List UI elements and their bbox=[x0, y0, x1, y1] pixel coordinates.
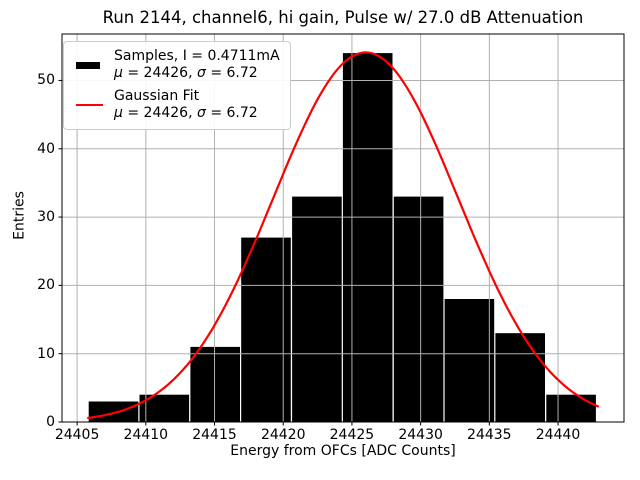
legend: Samples, I = 0.4711mA μ = 24426, σ = 6.7… bbox=[63, 41, 291, 130]
samples-label: Samples, I = 0.4711mA bbox=[114, 48, 280, 64]
gaussian-legend-text: Gaussian Fit μ = 24426, σ = 6.72 bbox=[114, 88, 258, 122]
legend-entry-samples: Samples, I = 0.4711mA μ = 24426, σ = 6.7… bbox=[72, 48, 282, 82]
histogram-bar bbox=[393, 196, 444, 422]
samples-stats: μ = 24426, σ = 6.72 bbox=[114, 65, 258, 81]
axes-frame bbox=[61, 33, 625, 423]
gaussian-swatch-column bbox=[72, 103, 114, 107]
samples-swatch-column bbox=[72, 61, 114, 69]
x-tick-label: 24425 bbox=[329, 427, 375, 443]
x-tick-label: 24440 bbox=[535, 427, 581, 443]
y-tick-label: 20 bbox=[37, 277, 55, 294]
gaussian-fit-line bbox=[86, 51, 600, 420]
histogram-bar bbox=[190, 346, 240, 422]
gaussian-fit-red-line-icon bbox=[76, 103, 103, 107]
x-tick-label: 24410 bbox=[123, 427, 169, 443]
gaussian-fit-stats: μ = 24426, σ = 6.72 bbox=[114, 105, 258, 121]
y-tick-label: 50 bbox=[37, 72, 55, 89]
x-tick-label: 24405 bbox=[54, 427, 100, 443]
y-tick-label: 10 bbox=[37, 345, 55, 362]
x-tick-label: 24435 bbox=[467, 427, 512, 443]
histogram-bar bbox=[342, 53, 393, 422]
x-tick-label: 24430 bbox=[398, 427, 443, 443]
histogram-bar bbox=[546, 394, 596, 422]
histogram-bar bbox=[241, 237, 291, 422]
samples-legend-text: Samples, I = 0.4711mA μ = 24426, σ = 6.7… bbox=[114, 48, 280, 82]
x-tick-label: 24420 bbox=[260, 427, 306, 443]
x-tick-label: 24415 bbox=[192, 427, 237, 443]
histogram-bar bbox=[444, 299, 495, 422]
chart-title: Run 2144, channel6, hi gain, Pulse w/ 27… bbox=[102, 8, 584, 27]
samples-black-bar-icon bbox=[76, 61, 100, 69]
histogram-bar bbox=[292, 196, 342, 422]
histogram-bar bbox=[88, 401, 139, 422]
histogram-bar bbox=[495, 333, 545, 422]
legend-entry-gaussian-fit: Gaussian Fit μ = 24426, σ = 6.72 bbox=[72, 88, 282, 122]
x-axis-label: Energy from OFCs [ADC Counts] bbox=[230, 443, 456, 459]
gaussian-fit-label: Gaussian Fit bbox=[114, 88, 200, 104]
y-tick-label: 30 bbox=[37, 209, 55, 226]
y-tick-label: 40 bbox=[37, 140, 55, 157]
y-tick-label: 0 bbox=[46, 414, 55, 430]
